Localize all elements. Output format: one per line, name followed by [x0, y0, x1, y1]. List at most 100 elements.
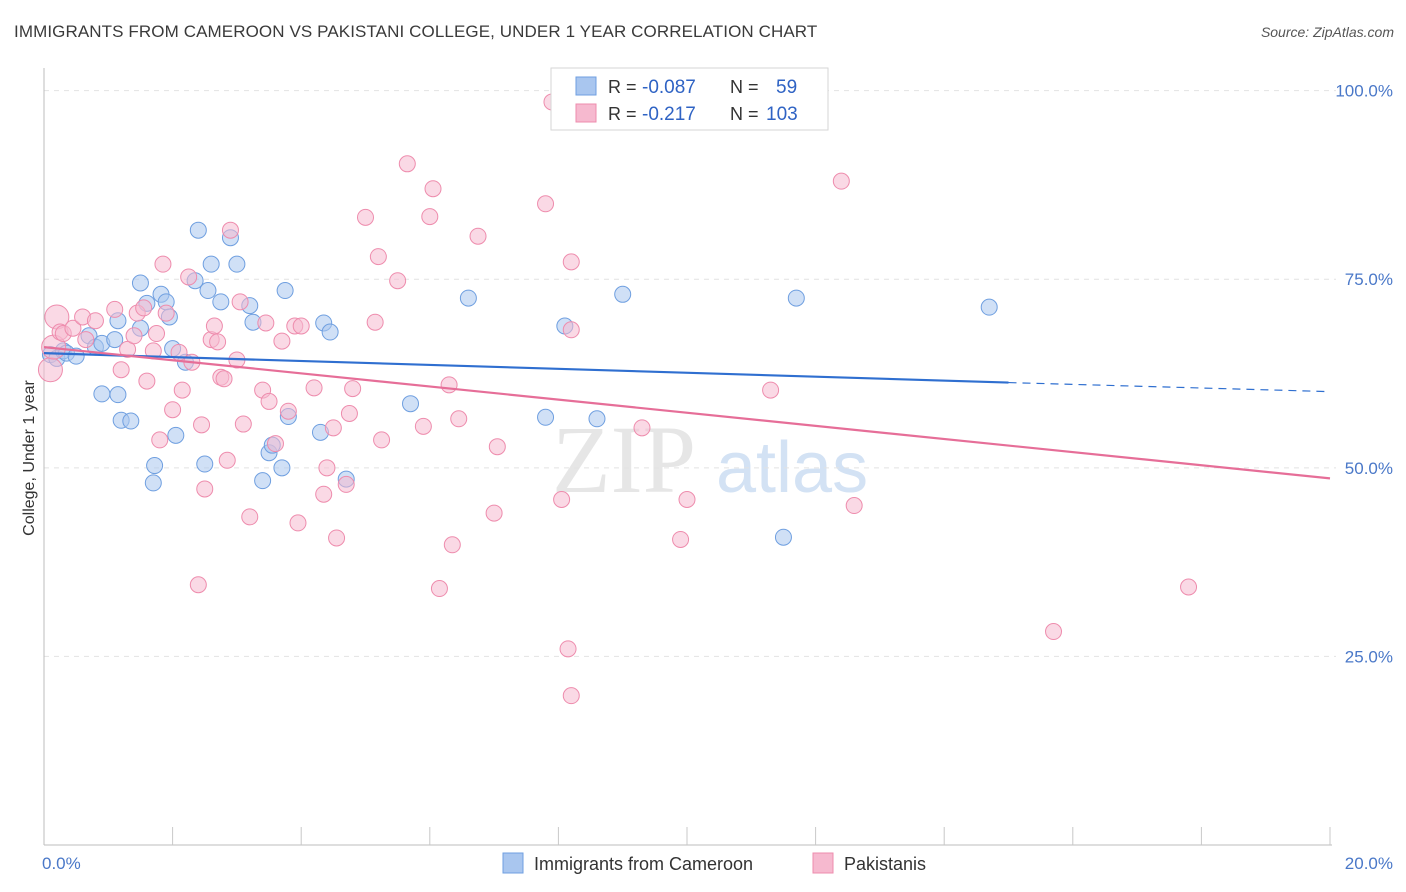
cameroon-trend-line — [43, 352, 1009, 384]
trend-lines — [43, 346, 1331, 480]
cameroon-point — [212, 293, 230, 311]
pakistanis-point — [205, 317, 223, 335]
bottom-legend-label-cameroon: Immigrants from Cameroon — [534, 854, 753, 874]
legend-r-label-2: R = — [608, 104, 637, 124]
cameroon-point — [167, 426, 185, 444]
pakistanis-point — [180, 268, 198, 286]
pakistanis-point — [218, 451, 236, 469]
cameroon-point — [67, 347, 85, 365]
cameroon-point — [787, 289, 805, 307]
x-axis-ticks — [172, 827, 1331, 845]
pakistanis-point — [112, 361, 130, 379]
pakistanis-point — [443, 536, 461, 554]
pakistanis-point — [279, 402, 297, 420]
y-axis-label: College, Under 1 year — [21, 380, 38, 536]
y-axis-tick-labels: 25.0% 50.0% 75.0% 100.0% — [1335, 82, 1393, 667]
pakistanis-point — [189, 576, 207, 594]
pakistanis-point — [832, 172, 850, 190]
pakistanis-point — [344, 380, 362, 398]
pakistanis-point — [762, 381, 780, 399]
pakistanis-point — [398, 155, 416, 173]
pakistanis-point — [450, 410, 468, 428]
pakistanis-point — [1180, 578, 1198, 596]
legend-n-label-1: N = — [730, 77, 759, 97]
cameroon-point — [537, 408, 555, 426]
pakistanis-point — [1045, 623, 1063, 641]
pakistanis-point — [241, 508, 259, 526]
pakistanis-point — [164, 401, 182, 419]
pakistanis-point — [488, 438, 506, 456]
pakistanis-point — [318, 459, 336, 477]
cameroon-point — [131, 274, 149, 292]
pakistanis-point — [678, 490, 696, 508]
pakistanis-point — [234, 415, 252, 433]
legend-swatch-cameroon — [575, 76, 597, 96]
legend-n-value-1: 59 — [776, 77, 797, 98]
cameroon-point — [144, 474, 162, 492]
pakistanis-point — [373, 431, 391, 449]
pakistanis-point — [119, 340, 137, 358]
pakistanis-point — [421, 208, 439, 226]
bottom-legend-label-pakistanis: Pakistanis — [844, 854, 926, 874]
cameroon-point — [588, 410, 606, 428]
pakistanis-point — [64, 319, 82, 337]
cameroon-point — [122, 412, 140, 430]
pakistanis-point — [845, 497, 863, 515]
pakistanis-point — [157, 304, 175, 322]
source-label: Source: ZipAtlas.com — [1260, 24, 1394, 40]
pakistanis-point — [337, 475, 355, 493]
cameroon-point — [774, 528, 792, 546]
cameroon-point — [228, 255, 246, 273]
pakistanis-point — [138, 372, 156, 390]
cameroon-point — [146, 457, 164, 475]
cameroon-point — [254, 472, 272, 490]
cameroon-point — [202, 255, 220, 273]
pakistanis-point — [209, 333, 227, 351]
pakistanis-point — [173, 381, 191, 399]
series-legend: Immigrants from Cameroon Pakistanis — [502, 852, 926, 874]
legend-r-label-1: R = — [608, 77, 637, 97]
pakistanis-point — [154, 255, 172, 273]
correlation-legend: R = -0.087 N = 59 R = -0.217 N = 103 — [550, 67, 829, 131]
legend-r-value-1: -0.087 — [642, 77, 696, 98]
bottom-legend-swatch-cameroon — [502, 852, 524, 874]
pakistanis-point — [537, 195, 555, 213]
pakistanis-point — [430, 580, 448, 598]
pakistanis-point — [562, 253, 580, 271]
pakistanis-point — [292, 317, 310, 335]
pakistanis-point — [106, 300, 124, 318]
legend-n-label-2: N = — [730, 104, 759, 124]
cameroon-point — [273, 459, 291, 477]
pakistanis-point — [485, 504, 503, 522]
pakistanis-point — [289, 514, 307, 532]
x-tick-label-max: 20.0% — [1345, 854, 1393, 873]
pakistanis-point — [328, 529, 346, 547]
pakistanis-point — [389, 272, 407, 290]
legend-swatch-pakistanis — [575, 103, 597, 123]
cameroon-point — [980, 298, 998, 316]
cameroon-trend-extension — [1008, 381, 1331, 393]
pakistanis-point — [148, 325, 166, 343]
pakistanis-point — [324, 419, 342, 437]
data-points — [37, 82, 1198, 705]
watermark-zip: ZIP — [552, 406, 696, 513]
pakistanis-point — [215, 370, 233, 388]
pakistanis-point — [553, 490, 571, 508]
legend-box — [550, 67, 829, 131]
pakistanis-point — [469, 227, 487, 245]
pakistanis-point — [193, 416, 211, 434]
pakistanis-point — [257, 314, 275, 332]
pakistanis-point — [266, 435, 284, 453]
cameroon-point — [402, 395, 420, 413]
cameroon-point — [93, 385, 111, 403]
pakistanis-trend-line — [43, 346, 1331, 480]
pakistanis-point — [672, 530, 690, 548]
pakistanis-point — [369, 248, 387, 266]
cameroon-point — [321, 323, 339, 341]
pakistanis-point — [86, 312, 104, 330]
cameroon-point — [189, 221, 207, 239]
pakistanis-point — [135, 299, 153, 317]
pakistanis-point — [37, 357, 63, 383]
cameroon-point — [459, 289, 477, 307]
